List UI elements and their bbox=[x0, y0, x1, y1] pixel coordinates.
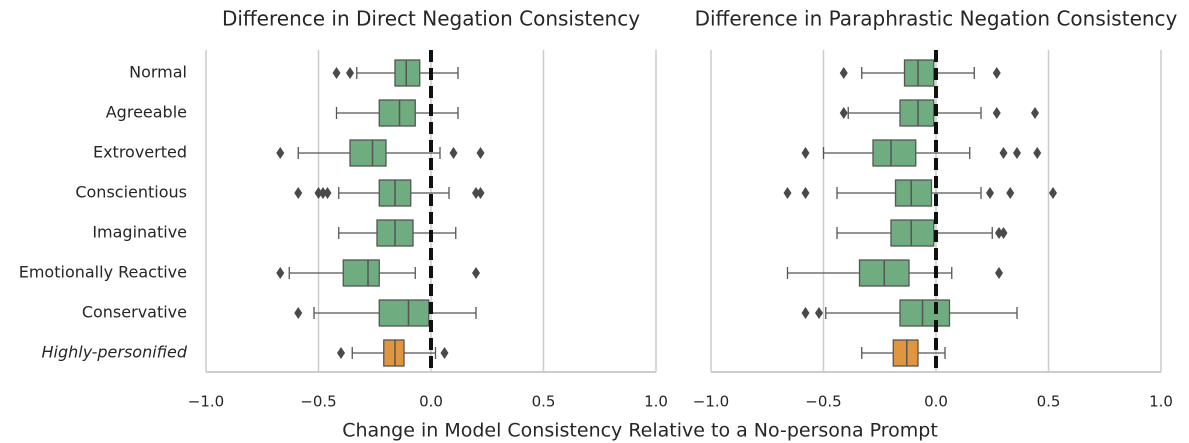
outlier bbox=[986, 187, 994, 199]
box bbox=[899, 99, 935, 127]
box bbox=[378, 299, 430, 327]
x-axis-label: Change in Model Consistency Relative to … bbox=[342, 420, 938, 442]
outlier bbox=[839, 107, 848, 119]
box bbox=[394, 59, 421, 87]
x-tick-label: −0.5 bbox=[805, 393, 841, 411]
outlier bbox=[1013, 147, 1021, 159]
outlier bbox=[294, 187, 303, 199]
outlier bbox=[995, 267, 1003, 279]
outlier bbox=[276, 267, 285, 279]
outlier bbox=[999, 227, 1008, 239]
outlier bbox=[472, 267, 480, 279]
outlier bbox=[319, 187, 327, 199]
outlier bbox=[472, 187, 480, 199]
box bbox=[383, 339, 405, 367]
outlier bbox=[332, 67, 341, 79]
chart-title: Difference in Paraphrastic Negation Cons… bbox=[695, 7, 1178, 31]
outlier bbox=[1049, 187, 1057, 199]
box bbox=[892, 339, 919, 367]
outlier bbox=[323, 187, 332, 199]
outlier bbox=[839, 67, 848, 79]
outlier bbox=[992, 107, 1001, 119]
outlier bbox=[476, 147, 485, 159]
outlier bbox=[346, 67, 354, 79]
box bbox=[378, 99, 416, 127]
outlier bbox=[337, 347, 345, 359]
y-tick-label: Highly-personified bbox=[41, 343, 187, 362]
box bbox=[903, 59, 935, 87]
x-tick-label: 0.0 bbox=[924, 393, 948, 411]
y-tick-label: Conservative bbox=[82, 303, 187, 322]
box bbox=[342, 259, 380, 287]
x-tick-label: −0.5 bbox=[300, 393, 336, 411]
y-tick-label: Emotionally Reactive bbox=[19, 263, 187, 282]
box bbox=[890, 219, 935, 247]
x-tick-label: 0.5 bbox=[1037, 393, 1061, 411]
y-tick-label: Normal bbox=[129, 63, 187, 82]
outlier bbox=[1033, 147, 1042, 159]
outlier bbox=[999, 147, 1008, 159]
x-tick-label: −1.0 bbox=[188, 393, 224, 411]
outlier bbox=[314, 187, 323, 199]
x-tick-label: 0.5 bbox=[532, 393, 556, 411]
outlier bbox=[801, 307, 810, 319]
outlier bbox=[440, 347, 449, 359]
x-tick-label: 1.0 bbox=[644, 393, 668, 411]
outlier bbox=[815, 307, 823, 319]
outlier bbox=[801, 187, 810, 199]
outlier bbox=[783, 187, 792, 199]
x-tick-label: 1.0 bbox=[1149, 393, 1173, 411]
x-tick-label: 0.0 bbox=[419, 393, 443, 411]
box bbox=[349, 139, 387, 167]
outlier bbox=[801, 147, 810, 159]
outlier bbox=[1006, 187, 1015, 199]
box bbox=[872, 139, 917, 167]
outlier bbox=[476, 187, 485, 199]
y-tick-label: Extroverted bbox=[93, 143, 187, 162]
box bbox=[899, 299, 951, 327]
x-tick-label: −1.0 bbox=[693, 393, 729, 411]
outlier bbox=[276, 147, 285, 159]
outlier bbox=[294, 307, 303, 319]
outlier bbox=[1031, 107, 1039, 119]
outlier bbox=[449, 147, 458, 159]
outlier bbox=[992, 67, 1001, 79]
outlier bbox=[995, 227, 1003, 239]
y-tick-label: Imaginative bbox=[92, 223, 187, 242]
box bbox=[894, 179, 933, 207]
y-tick-label: Conscientious bbox=[75, 183, 187, 202]
y-tick-label: Agreeable bbox=[106, 103, 187, 122]
chart-title: Difference in Direct Negation Consistenc… bbox=[222, 7, 640, 31]
